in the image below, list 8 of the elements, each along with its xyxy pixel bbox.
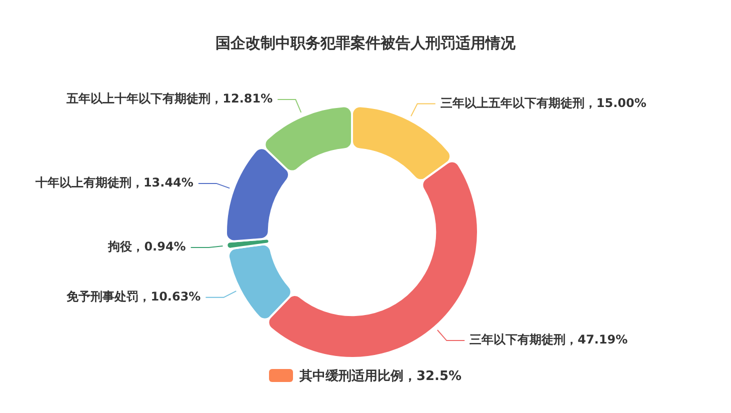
chart-title: 国企改制中职务犯罪案件被告人刑罚适用情况 [214, 34, 516, 53]
slice-label: 三年以下有期徒刑，47.19% [470, 332, 628, 347]
slice-label: 免予刑事处罚，10.63% [66, 290, 201, 304]
slice-label: 五年以上十年以下有期徒刑，12.81% [66, 92, 273, 106]
slice-label: 十年以上有期徒刑，13.44% [34, 176, 194, 190]
slice-label: 拘役，0.94% [107, 240, 186, 254]
text: 其中缓刑适用比例，32.5% [299, 369, 462, 384]
slice-label: 三年以上五年以下有期徒刑，15.00% [440, 96, 646, 110]
